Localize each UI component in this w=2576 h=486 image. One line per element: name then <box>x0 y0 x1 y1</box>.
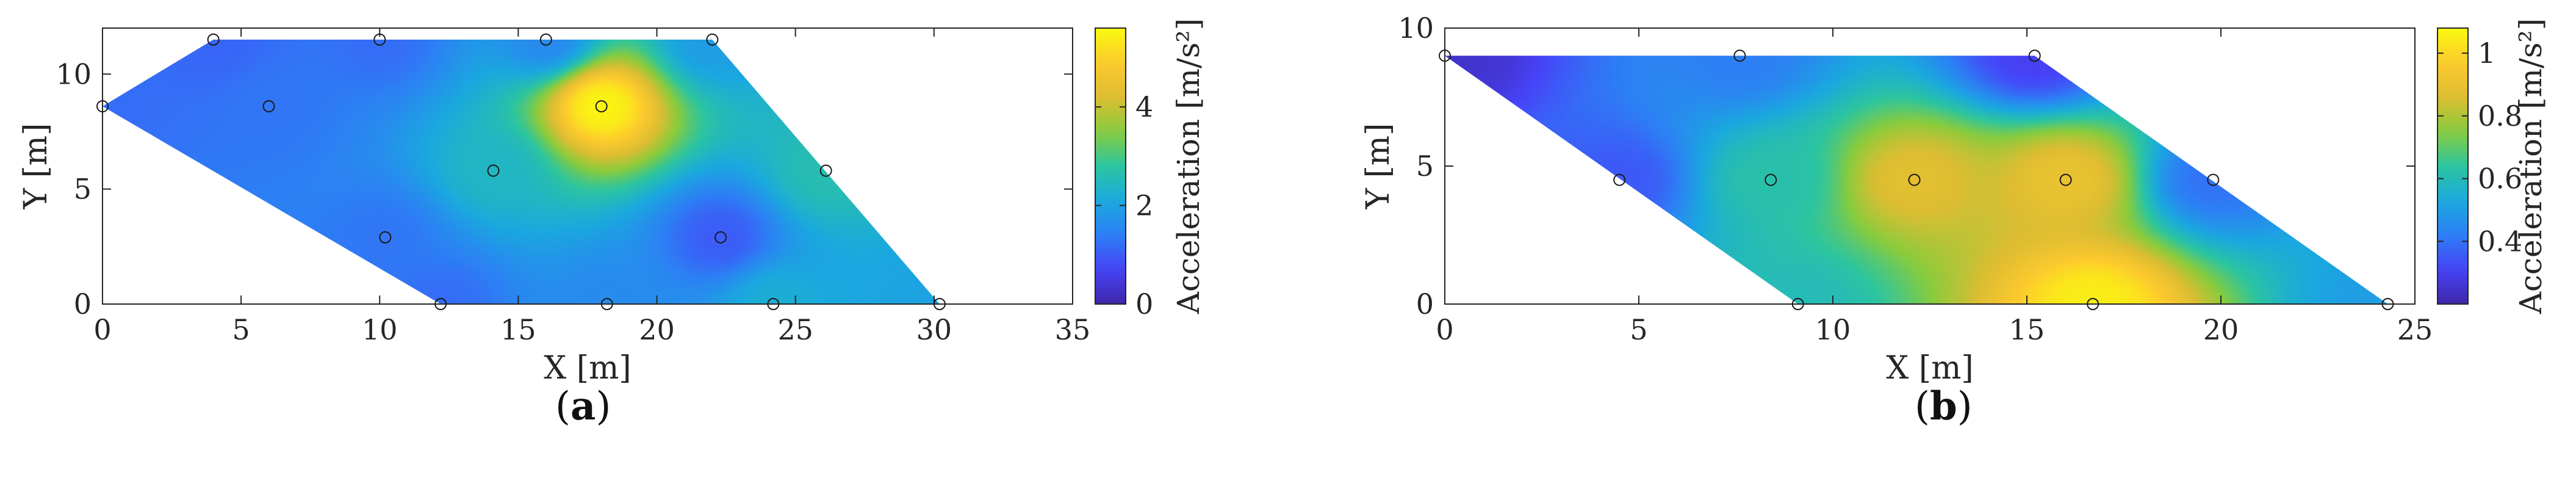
y-tick-label-a: 0 <box>74 288 92 321</box>
sensor-marker-b <box>2028 49 2041 62</box>
sensor-marker-a <box>600 298 613 310</box>
x-tick-label-a: 15 <box>500 313 536 346</box>
x-axis-label-b: X [m] <box>1886 350 1973 386</box>
sensor-marker-a <box>539 33 552 46</box>
x-tick-label-a: 10 <box>362 313 398 346</box>
colorbar-label-b: Acceleration [m/s²] <box>2513 18 2549 314</box>
axes-box-a <box>102 27 1073 305</box>
y-tick-label-b: 0 <box>1416 288 1434 321</box>
colorbar-b <box>2437 27 2469 305</box>
y-tick-label-b: 10 <box>1398 12 1434 45</box>
colorbar-tick-label-a: 2 <box>1135 189 1153 222</box>
sensor-marker-b <box>2087 298 2099 310</box>
sensor-marker-a <box>207 33 220 46</box>
x-tick-label-a: 25 <box>777 313 813 346</box>
sensor-marker-a <box>379 231 392 244</box>
x-tick-label-a: 30 <box>916 313 952 346</box>
colorbar-tick-label-b: 0.8 <box>2478 100 2522 132</box>
sensor-marker-b <box>1613 173 1626 186</box>
colorbar-a <box>1095 27 1126 305</box>
x-tick-label-b: 5 <box>1630 313 1647 346</box>
panel-label-a: (a) <box>555 383 611 429</box>
x-tick-label-a: 5 <box>232 313 250 346</box>
sensor-marker-a <box>819 164 832 177</box>
sensor-marker-a <box>434 298 447 310</box>
x-tick-label-a: 35 <box>1055 313 1091 346</box>
sensor-marker-a <box>373 33 386 46</box>
sensor-marker-b <box>1791 298 1804 310</box>
sensor-marker-a <box>706 33 719 46</box>
x-tick-label-a: 20 <box>639 313 675 346</box>
colorbar-tick-label-b: 0.6 <box>2478 162 2522 195</box>
colorbar-tick-label-a: 4 <box>1135 90 1153 123</box>
contour-field-a <box>103 39 940 304</box>
chart-panel-b: 0 5 10 15 20 25 0 5 10 X [m] Y [m] 0.4 0.6 0.8 1 Accele… <box>1360 12 2549 386</box>
x-tick-label-b: 20 <box>2203 313 2239 346</box>
contour-field-b <box>1445 56 2388 304</box>
colorbar-tick-label-b: 0.4 <box>2478 225 2522 258</box>
sensor-marker-a <box>595 100 608 113</box>
colorbar-tick-label-b: 1 <box>2478 37 2495 70</box>
sensor-marker-a <box>96 100 109 113</box>
sensor-marker-b <box>1439 49 1451 62</box>
sensor-marker-b <box>2207 173 2220 186</box>
sensor-marker-a <box>933 298 946 310</box>
sensor-marker-a <box>487 164 500 177</box>
sensor-marker-b <box>1733 49 1746 62</box>
sensor-marker-b <box>1908 173 1921 186</box>
sensor-marker-a <box>714 231 727 244</box>
sensor-marker-a <box>262 100 275 113</box>
colorbar-label-a: Acceleration [m/s²] <box>1171 18 1206 314</box>
sensor-marker-b <box>2059 173 2072 186</box>
x-tick-label-b: 10 <box>1815 313 1851 346</box>
x-tick-label-a: 0 <box>93 313 111 346</box>
y-tick-label-b: 5 <box>1416 150 1434 183</box>
y-axis-label-b: Y [m] <box>1360 123 1397 210</box>
panel-label-b: (b) <box>1915 383 1973 429</box>
x-axis-label-a: X [m] <box>544 350 631 386</box>
colorbar-tick-label-a: 0 <box>1135 288 1153 321</box>
sensor-marker-b <box>2381 298 2394 310</box>
y-tick-label-a: 10 <box>56 57 92 90</box>
x-tick-label-b: 0 <box>1436 313 1453 346</box>
y-axis-label-a: Y [m] <box>18 123 54 210</box>
sensor-marker-b <box>1765 173 1777 186</box>
x-tick-label-b: 15 <box>2009 313 2045 346</box>
x-tick-label-b: 25 <box>2397 313 2433 346</box>
y-tick-label-a: 5 <box>74 173 92 206</box>
chart-panel-a: 0 5 10 15 20 25 30 35 0 5 10 X [m] Y [m] 0 2 4 Accelerat… <box>18 18 1206 386</box>
sensor-marker-a <box>767 298 780 310</box>
